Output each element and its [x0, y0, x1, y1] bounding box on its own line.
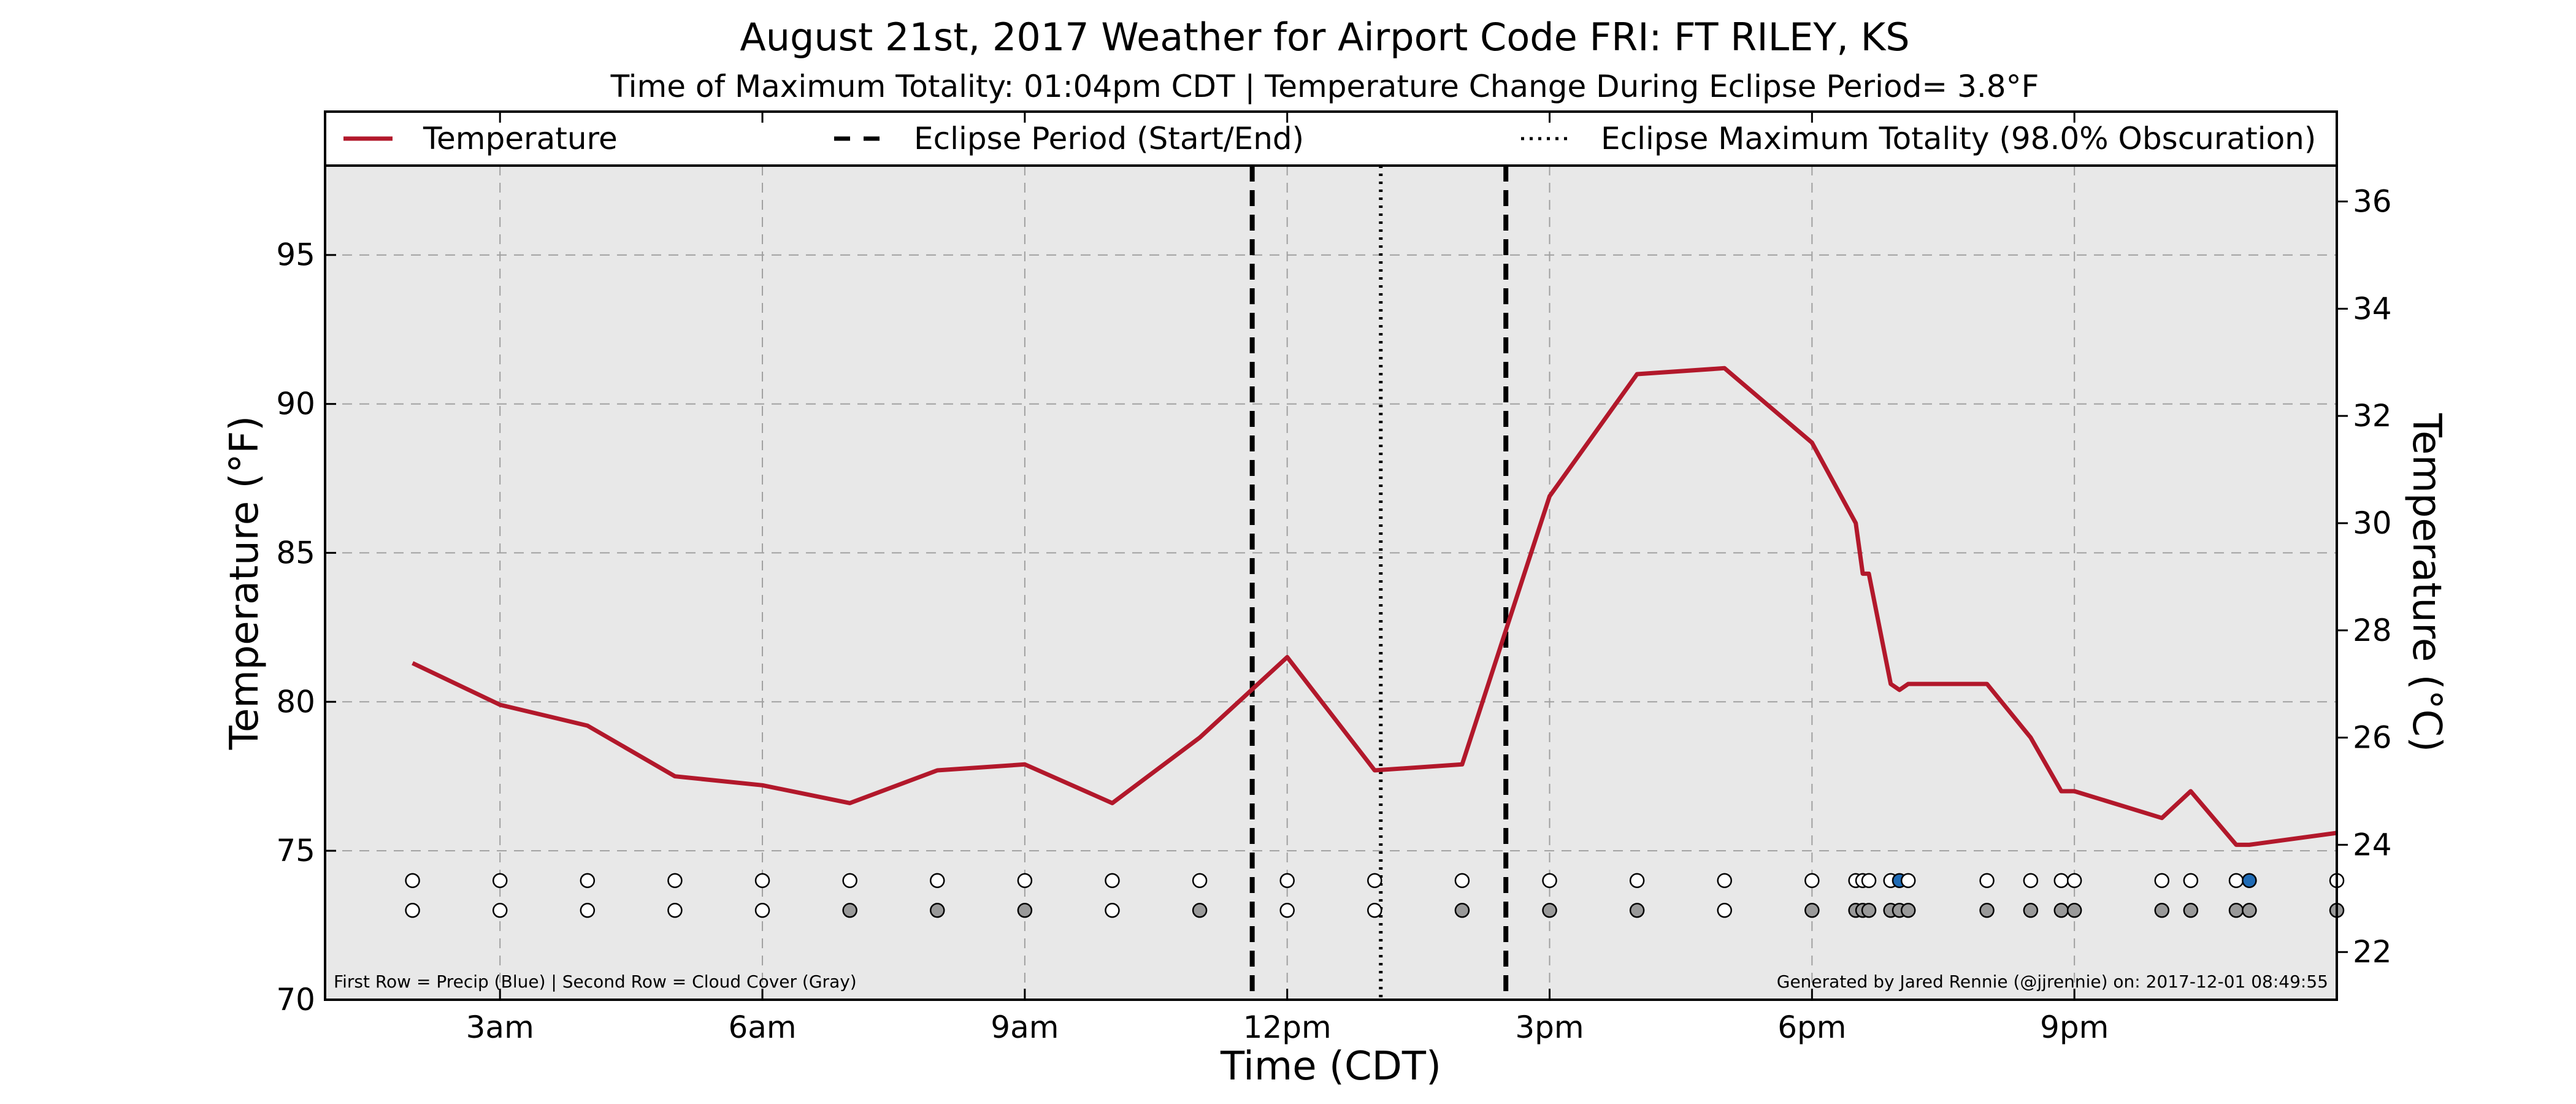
x-tick-label: 3pm [1515, 1010, 1584, 1045]
precip-marker [1279, 873, 1295, 888]
precip-marker [1900, 873, 1916, 888]
cloud-cover-marker [1804, 903, 1820, 918]
y-tick-label: 70 [276, 982, 315, 1018]
cloud-cover-marker [1367, 903, 1382, 918]
y-tick-label: 75 [276, 833, 315, 868]
cloud-cover-marker [930, 903, 945, 918]
legend-label-3: Eclipse Maximum Totality (98.0% Obscurat… [1601, 121, 2316, 156]
precip-marker [2066, 873, 2082, 888]
precip-marker [1454, 873, 1470, 888]
cloud-cover-marker [2183, 903, 2199, 918]
legend-label-1: Temperature [423, 121, 618, 156]
x-axis-label: Time (CDT) [1220, 1044, 1441, 1089]
precip-marker [580, 873, 596, 888]
annotation-left: First Row = Precip (Blue) | Second Row =… [334, 972, 857, 992]
precip-marker [1717, 873, 1732, 888]
cloud-cover-marker [1017, 903, 1033, 918]
cloud-cover-marker [1105, 903, 1120, 918]
cloud-cover-marker [580, 903, 596, 918]
x-tick-label: 3am [466, 1010, 534, 1045]
cloud-cover-marker [2228, 903, 2244, 918]
cloud-cover-marker [1279, 903, 1295, 918]
x-tick-label: 9am [991, 1010, 1059, 1045]
precip-marker [2183, 873, 2199, 888]
precip-marker [1017, 873, 1033, 888]
precip-marker [1804, 873, 1820, 888]
x-tick-label: 12pm [1243, 1010, 1332, 1045]
y-tick-label: 80 [276, 684, 315, 719]
precip-marker [2154, 873, 2170, 888]
cloud-cover-marker [405, 903, 420, 918]
cloud-cover-marker [1542, 903, 1557, 918]
y2-tick-label: 28 [2353, 613, 2392, 648]
y-tick-label: 95 [276, 237, 315, 273]
y2-tick-label: 30 [2353, 505, 2392, 541]
eclipse-markers [1249, 166, 1509, 1000]
precip-marker [492, 873, 508, 888]
precip-marker [2242, 873, 2257, 888]
y2-tick-label: 24 [2353, 827, 2392, 862]
precip-marker [1542, 873, 1557, 888]
y2-tick-label: 22 [2353, 934, 2392, 970]
cloud-cover-marker [667, 903, 683, 918]
cloud-cover-marker [2023, 903, 2039, 918]
legend-label-2: Eclipse Period (Start/End) [914, 121, 1304, 156]
chart-subtitle: Time of Maximum Totality: 01:04pm CDT | … [610, 69, 2039, 104]
x-tick-label: 6pm [1777, 1010, 1846, 1045]
plot-frame [324, 110, 2338, 1001]
precip-marker [667, 873, 683, 888]
cloud-cover-marker [1900, 903, 1916, 918]
precip-marker [2228, 873, 2244, 888]
cloud-cover-marker [1454, 903, 1470, 918]
precip-marker [1105, 873, 1120, 888]
axis-ticks: 3am 6am 9am 12pm 3pm 6pm 9pm 70 75 80 85 90 95 22 24 26… [276, 112, 2392, 1045]
y2-axis-label: Temperature (°C) [2404, 413, 2449, 752]
precip-marker [1861, 873, 1877, 888]
y-tick-label: 85 [276, 535, 315, 570]
cloud-cover-marker [1192, 903, 1208, 918]
precip-marker [842, 873, 857, 888]
cloud-cover-marker [1861, 903, 1877, 918]
precip-marker [754, 873, 770, 888]
chart-title: August 21st, 2017 Weather for Airport Co… [740, 15, 1909, 59]
y2-tick-label: 34 [2353, 291, 2392, 326]
annotation-right: Generated by Jared Rennie (@jjrennie) on… [1777, 972, 2328, 992]
x-tick-label: 6am [728, 1010, 796, 1045]
cloud-cover-marker [754, 903, 770, 918]
cloud-cover-marker [1979, 903, 1995, 918]
y2-tick-label: 26 [2353, 720, 2392, 756]
legend: Temperature Eclipse Period (Start/End) Ecl… [325, 121, 2337, 167]
cloud-cover-marker [842, 903, 857, 918]
temperature-series-line [412, 366, 2337, 847]
plot-area [325, 166, 2337, 1000]
y-axis-label: Temperature (°F) [222, 416, 267, 751]
precip-marker [1367, 873, 1382, 888]
precip-marker [2053, 873, 2069, 888]
precip-marker [1629, 873, 1645, 888]
precip-marker [1192, 873, 1208, 888]
cloud-cover-marker [2242, 903, 2257, 918]
x-tick-label: 9pm [2040, 1010, 2109, 1045]
precip-marker [1979, 873, 1995, 888]
cloud-cover-marker [2066, 903, 2082, 918]
precip-marker [405, 873, 420, 888]
y2-tick-label: 32 [2353, 398, 2392, 434]
y2-tick-label: 36 [2353, 184, 2392, 220]
cloud-cover-marker [492, 903, 508, 918]
precip-marker [2023, 873, 2039, 888]
precip-marker [930, 873, 945, 888]
cloud-cover-marker [1717, 903, 1732, 918]
cloud-cover-marker [2154, 903, 2170, 918]
cloud-cover-marker [1629, 903, 1645, 918]
precip-cloud-markers [405, 873, 2345, 918]
cloud-cover-marker [2053, 903, 2069, 918]
y-tick-label: 90 [276, 386, 315, 422]
